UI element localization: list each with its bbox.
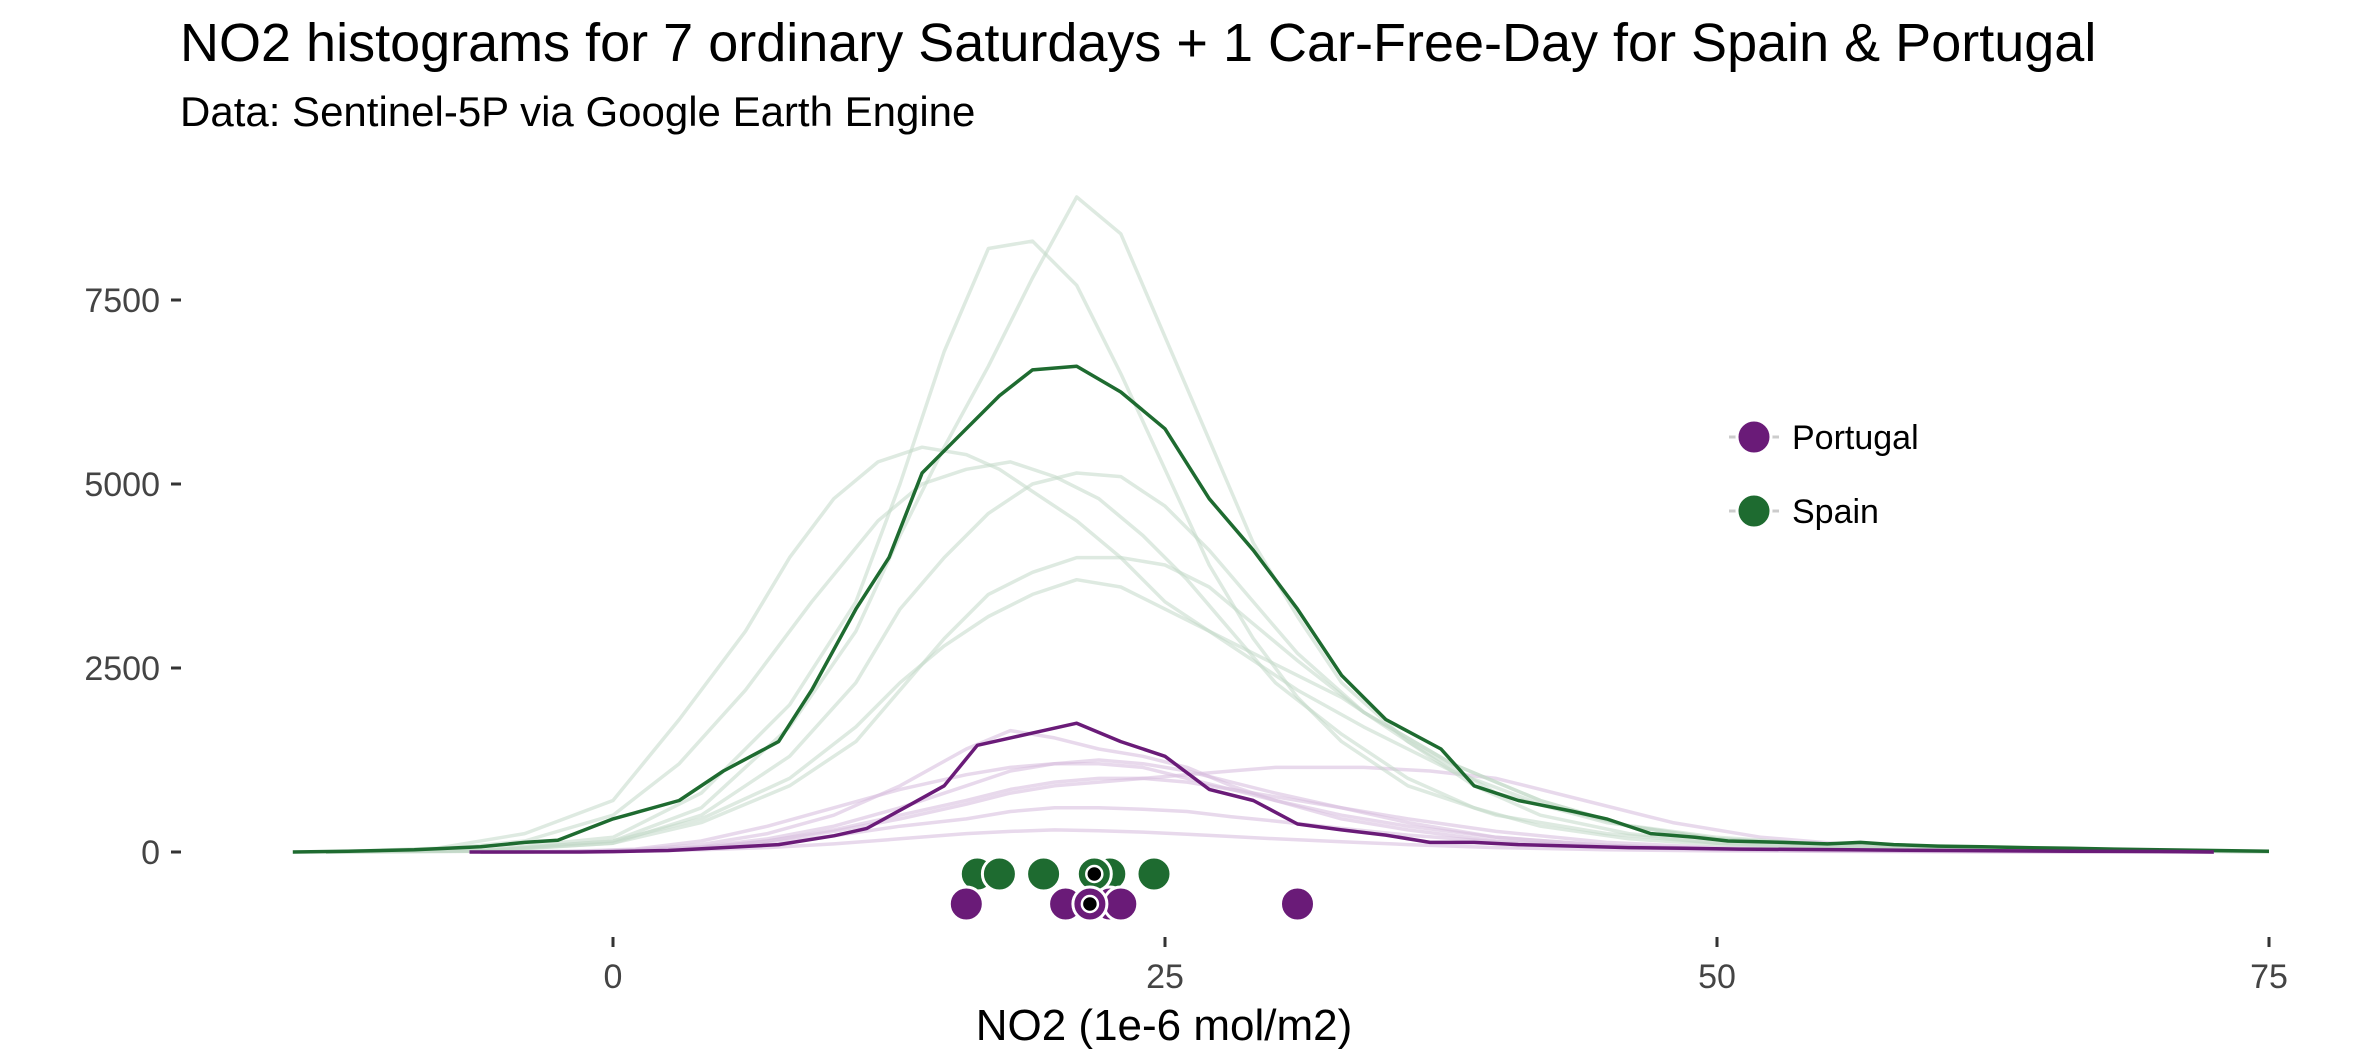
car-free-day-marker-spain (1085, 864, 1104, 884)
car-free-day-line-portugal-15 (469, 721, 2214, 854)
x-tick-label: 50 (1698, 958, 1736, 996)
legend-label-portugal: Portugal (1792, 419, 1919, 457)
x-axis-title: NO2 (1e-6 mol/m2) (976, 1001, 1353, 1050)
x-tick-label: 75 (2250, 958, 2288, 996)
median-point-spain-4 (1135, 855, 1173, 893)
y-axis: 0 2500 5000 7500 (84, 282, 181, 872)
saturday-line-spain-9 (325, 239, 2270, 854)
saturday-line-spain-10 (325, 195, 2270, 854)
median-point-spain-1 (980, 855, 1018, 893)
legend-key-portugal (1735, 418, 1773, 456)
car-free-day-marker-portugal (1080, 894, 1100, 914)
median-point-portugal-8 (1102, 885, 1140, 923)
x-tick-label: 0 (604, 958, 623, 996)
median-point-portugal-9 (1279, 885, 1316, 923)
chart-subtitle: Data: Sentinel-5P via Google Earth Engin… (180, 88, 976, 135)
median-point-spain-2 (1025, 855, 1063, 893)
chart-title: NO2 histograms for 7 ordinary Saturdays … (180, 13, 2097, 73)
car-free-day-series-layer (292, 364, 2270, 854)
legend-key-spain (1735, 492, 1773, 530)
car-free-day-line-spain-14 (292, 364, 2270, 854)
faint-series-layer (325, 195, 2270, 854)
median-points-layer (947, 855, 1316, 923)
legend-label-spain: Spain (1792, 493, 1879, 531)
y-tick-label: 5000 (84, 466, 160, 504)
saturday-line-spain-8 (325, 445, 2270, 854)
x-tick-label: 25 (1146, 958, 1184, 996)
legend: Portugal Spain (1729, 418, 1919, 531)
y-tick-label: 7500 (84, 282, 160, 320)
y-tick-label: 2500 (84, 650, 160, 688)
median-point-portugal-5 (947, 885, 985, 923)
x-axis: 0 25 50 75 (604, 937, 2288, 996)
y-tick-label: 0 (141, 834, 160, 872)
